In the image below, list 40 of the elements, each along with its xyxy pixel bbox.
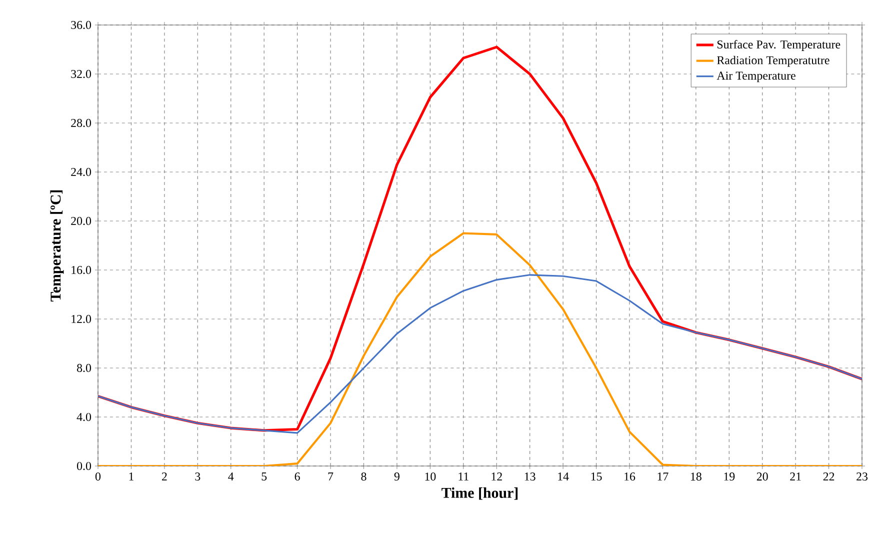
x-tick-label: 0 [95, 472, 101, 481]
y-tick-label: 0.0 [77, 462, 92, 470]
legend-label: Air Temperature [716, 72, 796, 82]
y-tick-label: 16.0 [72, 266, 92, 274]
y-tick-label: 20.0 [71, 216, 92, 226]
x-tick-label: 22 [823, 472, 834, 480]
y-tick-label: 4.0 [76, 412, 92, 422]
y-tick-label: 36.0 [71, 20, 92, 30]
x-tick-label: 1 [129, 472, 134, 480]
legend-label: Radiation Temperatutre [717, 56, 830, 67]
legend-label: Surface Pav. Temperature [717, 40, 840, 51]
x-tick-label: 8 [361, 472, 366, 481]
x-tick-label: 4 [228, 472, 234, 480]
x-tick-label: 3 [195, 472, 200, 481]
x-tick-label: 17 [658, 472, 668, 480]
x-tick-label: 10 [425, 472, 436, 481]
x-tick-label: 20 [756, 472, 768, 481]
x-tick-label: 14 [558, 472, 569, 480]
x-tick-label: 2 [162, 472, 167, 480]
x-tick-label: 13 [524, 472, 536, 481]
x-tick-label: 7 [328, 472, 334, 480]
x-tick-label: 16 [624, 472, 636, 481]
x-tick-label: 5 [262, 472, 267, 480]
x-tick-label: 9 [394, 472, 400, 481]
y-axis-title: Temperature [ºC] [50, 190, 64, 302]
y-tick-label: 8.0 [77, 364, 92, 372]
x-tick-label: 23 [856, 472, 868, 481]
x-tick-label: 21 [790, 472, 801, 480]
line-series [98, 274, 862, 434]
x-tick-label: 11 [458, 472, 468, 480]
x-axis-title: Time [hour] [442, 487, 518, 500]
x-tick-label: 6 [294, 472, 300, 481]
x-tick-label: 12 [492, 472, 502, 480]
y-tick-label: 32.0 [71, 70, 92, 78]
x-tick-label: 19 [724, 472, 735, 481]
y-tick-label: 28.0 [71, 118, 92, 128]
x-tick-label: 15 [591, 472, 602, 481]
y-tick-label: 24.0 [71, 168, 92, 176]
x-tick-label: 18 [690, 472, 702, 481]
y-tick-label: 12.0 [72, 314, 92, 324]
